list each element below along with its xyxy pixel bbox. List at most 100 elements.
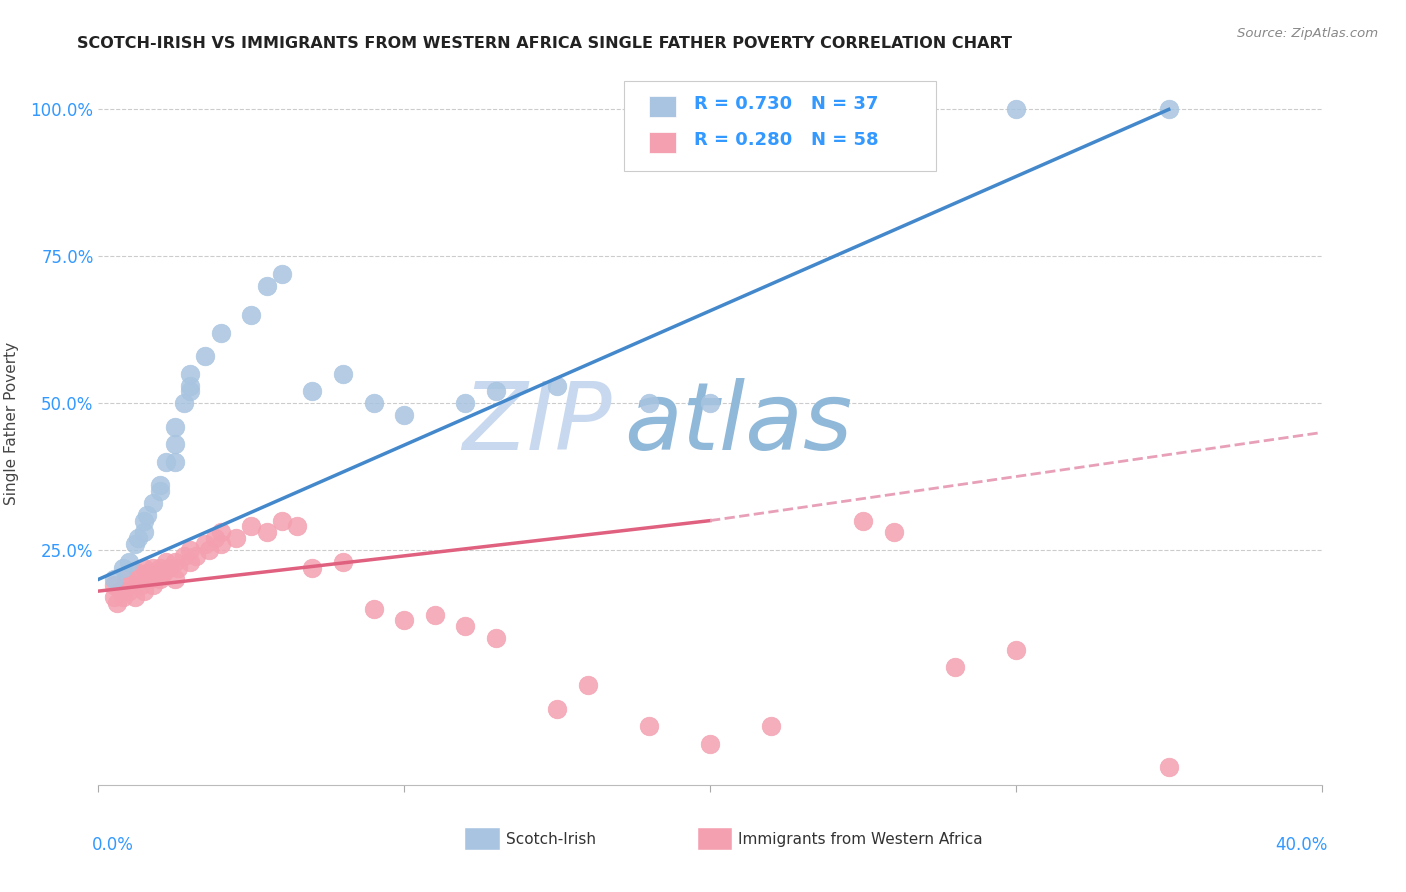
Point: [124, 590, 146, 604]
Point: [485, 631, 508, 645]
Point: [194, 537, 217, 551]
Point: [149, 484, 172, 499]
Point: [240, 308, 263, 322]
Point: [127, 531, 149, 545]
Point: [155, 555, 177, 569]
Point: [127, 573, 149, 587]
Point: [134, 560, 156, 574]
Point: [852, 514, 875, 528]
Point: [699, 737, 721, 751]
Text: atlas: atlas: [624, 378, 852, 469]
Point: [179, 378, 201, 392]
Point: [157, 560, 180, 574]
Point: [142, 578, 165, 592]
Point: [167, 560, 190, 574]
Point: [1004, 643, 1026, 657]
Point: [759, 719, 782, 733]
Point: [285, 519, 308, 533]
Point: [118, 555, 141, 569]
Point: [423, 607, 446, 622]
Point: [209, 537, 232, 551]
Point: [108, 584, 131, 599]
Point: [163, 437, 186, 451]
Point: [197, 543, 219, 558]
Point: [240, 519, 263, 533]
Point: [392, 614, 416, 628]
Point: [142, 496, 165, 510]
Point: [852, 103, 875, 117]
Point: [332, 555, 354, 569]
Point: [136, 508, 159, 522]
Text: Immigrants from Western Africa: Immigrants from Western Africa: [738, 831, 983, 847]
Point: [270, 267, 292, 281]
Text: Scotch-Irish: Scotch-Irish: [506, 831, 596, 847]
Point: [546, 378, 568, 392]
Point: [454, 396, 477, 410]
Point: [363, 601, 385, 615]
Point: [883, 525, 905, 540]
Point: [186, 549, 208, 563]
Point: [103, 590, 125, 604]
Point: [179, 384, 201, 399]
Point: [145, 566, 167, 581]
Point: [194, 349, 217, 363]
Point: [118, 584, 141, 599]
Bar: [648, 132, 676, 153]
Point: [134, 584, 156, 599]
Point: [115, 573, 138, 587]
Point: [1004, 103, 1026, 117]
Text: R = 0.280   N = 58: R = 0.280 N = 58: [695, 131, 879, 150]
Point: [163, 573, 186, 587]
Point: [111, 590, 134, 604]
Point: [209, 326, 232, 340]
Point: [155, 455, 177, 469]
Point: [256, 525, 278, 540]
Point: [301, 560, 323, 574]
Bar: [465, 829, 499, 850]
Point: [637, 396, 661, 410]
Point: [637, 719, 661, 733]
Point: [134, 525, 156, 540]
Point: [152, 566, 174, 581]
Bar: [697, 829, 733, 850]
Point: [149, 478, 172, 492]
Bar: [648, 96, 676, 117]
Point: [129, 578, 152, 592]
Point: [546, 701, 568, 715]
Point: [485, 384, 508, 399]
Text: ZIP: ZIP: [463, 378, 612, 469]
Point: [270, 514, 292, 528]
Point: [943, 660, 966, 674]
Point: [363, 396, 385, 410]
Point: [179, 543, 201, 558]
Point: [699, 396, 721, 410]
Point: [124, 537, 146, 551]
Point: [576, 678, 599, 692]
Point: [149, 573, 172, 587]
Text: 40.0%: 40.0%: [1275, 836, 1327, 854]
Point: [163, 455, 186, 469]
Point: [105, 596, 128, 610]
Point: [136, 566, 159, 581]
Point: [103, 573, 125, 587]
Point: [134, 514, 156, 528]
Point: [1157, 760, 1180, 774]
Point: [301, 384, 323, 399]
Point: [173, 549, 195, 563]
Point: [225, 531, 247, 545]
Text: 0.0%: 0.0%: [93, 836, 134, 854]
FancyBboxPatch shape: [624, 80, 936, 171]
Point: [759, 103, 782, 117]
Point: [118, 578, 141, 592]
Point: [142, 560, 165, 574]
Point: [163, 419, 186, 434]
Point: [392, 408, 416, 422]
Text: Source: ZipAtlas.com: Source: ZipAtlas.com: [1237, 27, 1378, 40]
Point: [179, 367, 201, 381]
Y-axis label: Single Father Poverty: Single Father Poverty: [4, 343, 20, 505]
Point: [204, 531, 226, 545]
Text: SCOTCH-IRISH VS IMMIGRANTS FROM WESTERN AFRICA SINGLE FATHER POVERTY CORRELATION: SCOTCH-IRISH VS IMMIGRANTS FROM WESTERN …: [77, 36, 1012, 51]
Point: [139, 573, 162, 587]
Point: [332, 367, 354, 381]
Point: [163, 555, 186, 569]
